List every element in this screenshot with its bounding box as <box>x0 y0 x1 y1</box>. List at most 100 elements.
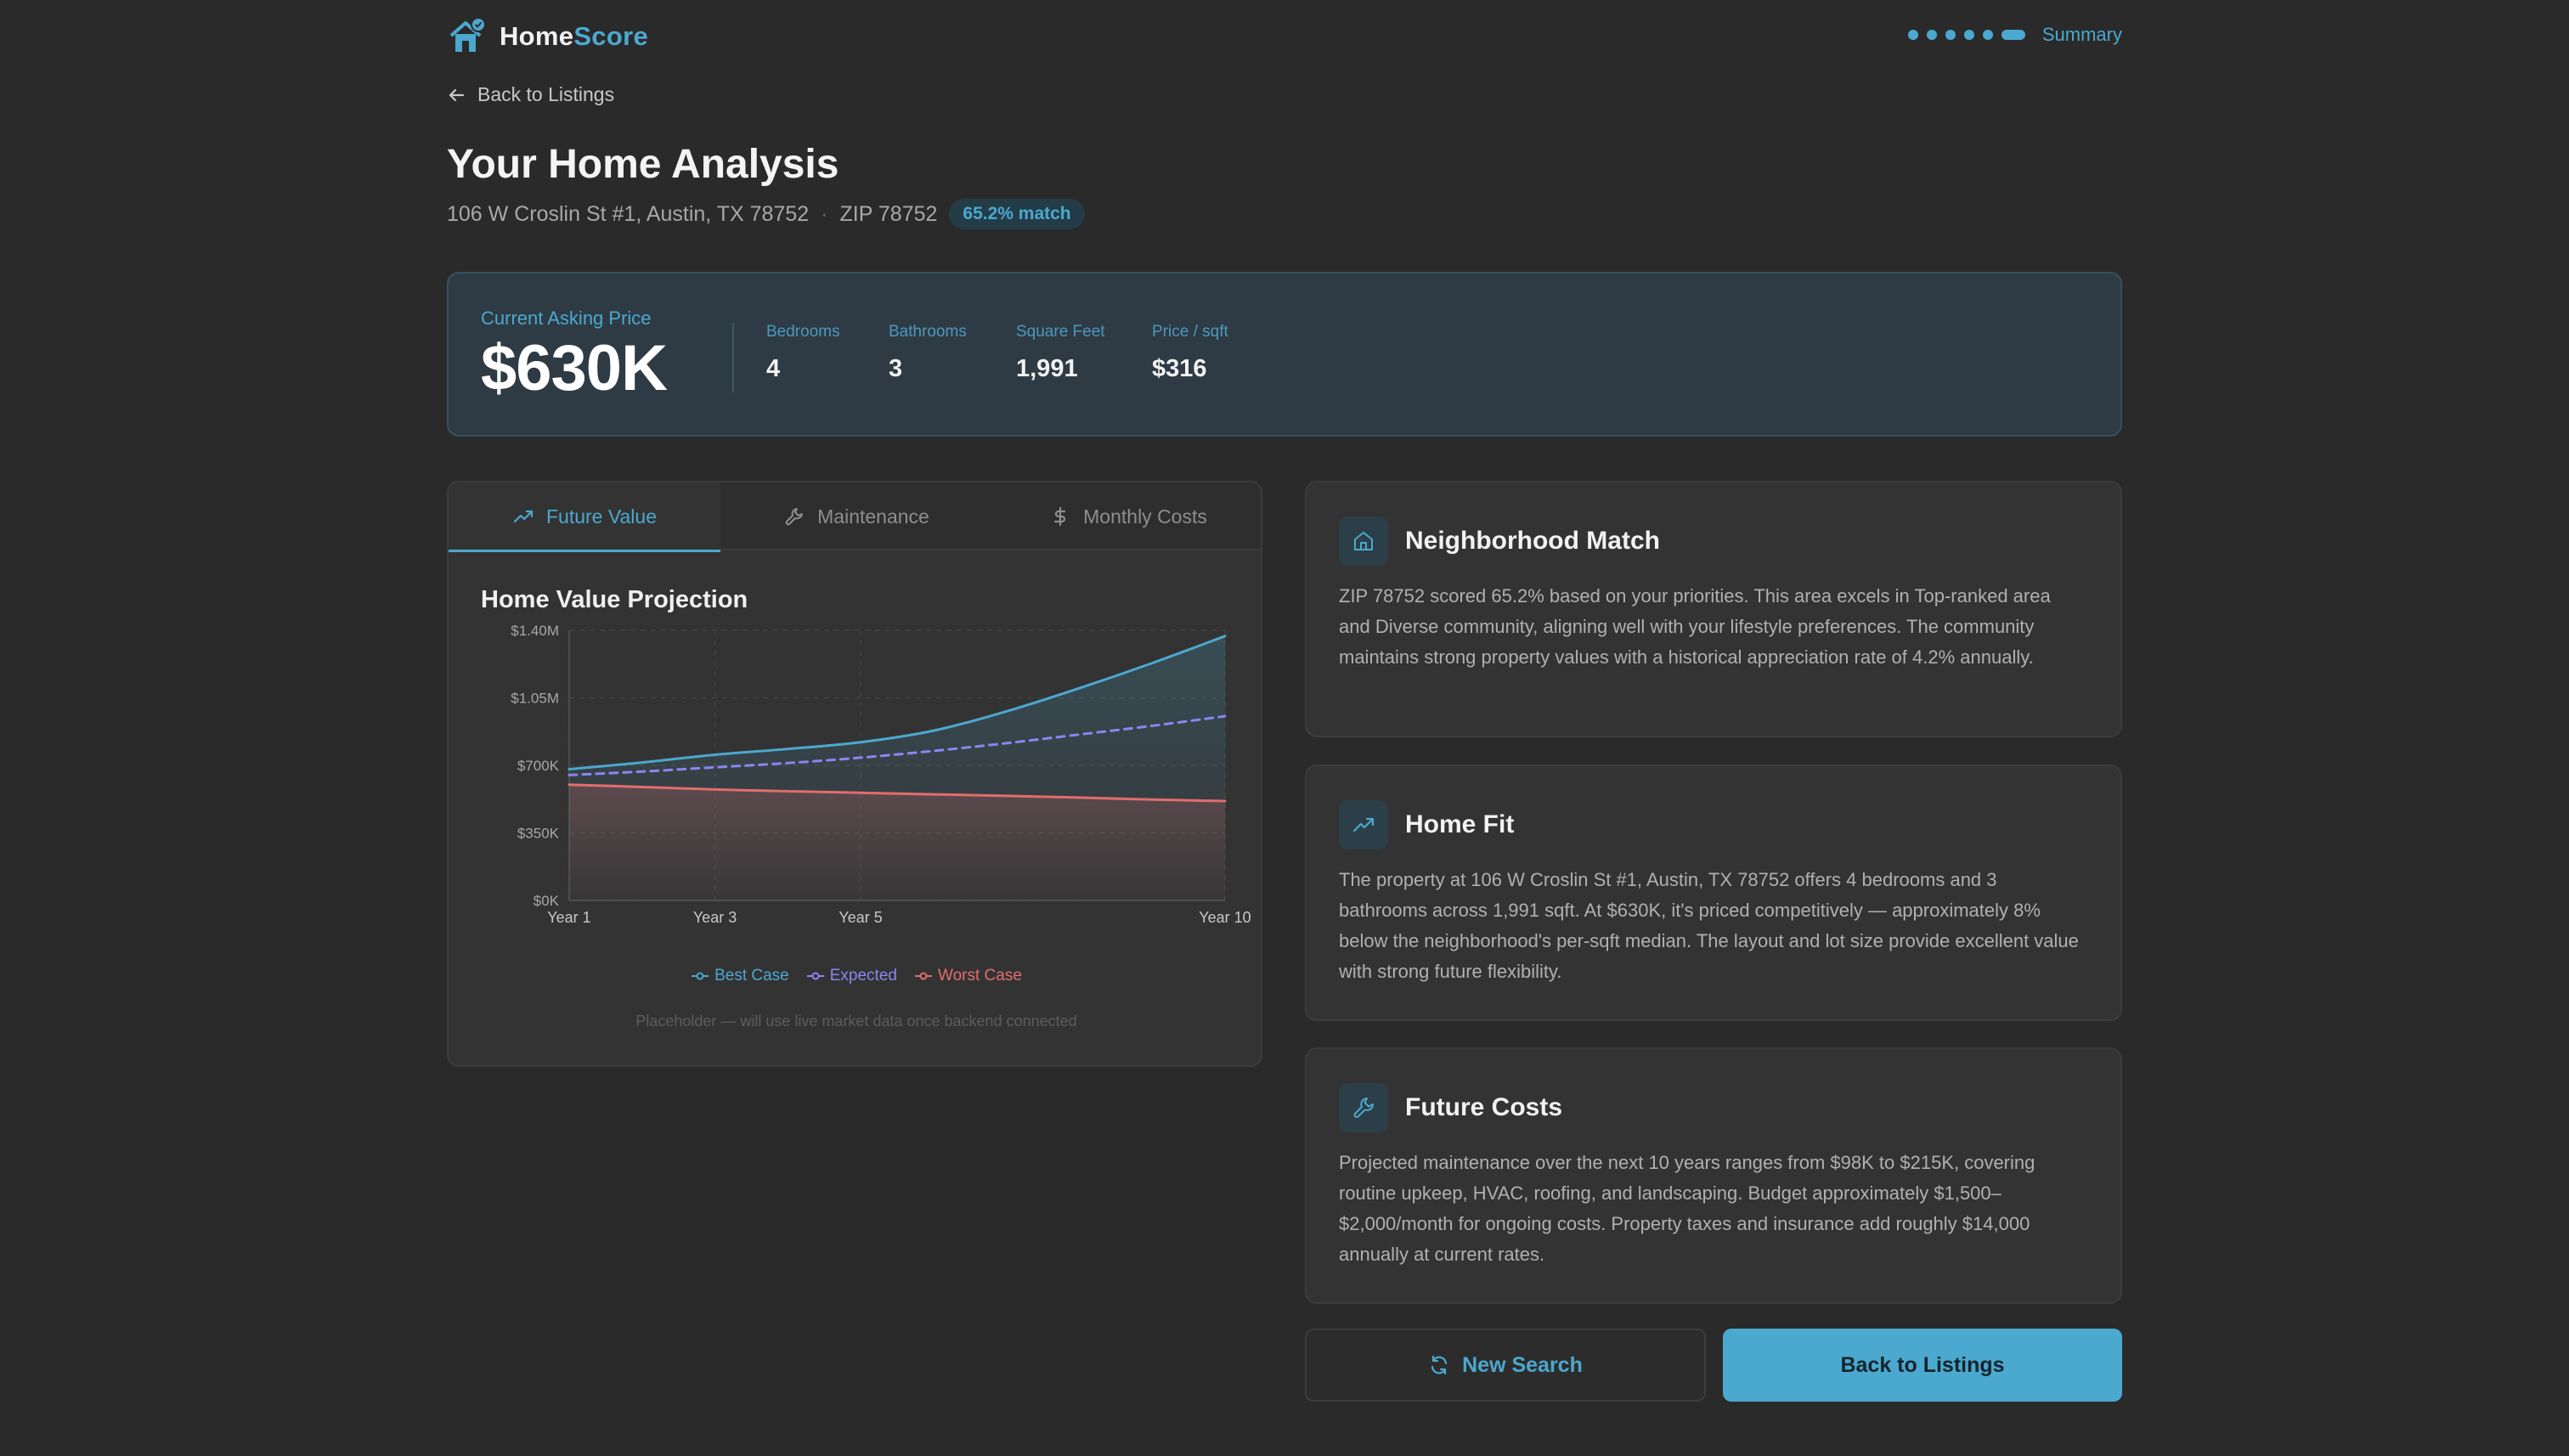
card-body: Projected maintenance over the next 10 y… <box>1339 1152 2035 1265</box>
card-body: ZIP 78752 scored 65.2% based on your pri… <box>1339 585 2051 668</box>
top-bar: HomeScore Summary <box>447 15 2122 59</box>
series-line-expected <box>567 714 1227 776</box>
legend-marker-icon <box>914 972 932 980</box>
card-body: The property at 106 W Croslin St #1, Aus… <box>1339 869 2079 982</box>
refresh-icon <box>1431 1355 1448 1375</box>
stat-value: $316 <box>1152 355 1207 382</box>
stat-label: Bathrooms <box>889 323 967 341</box>
page-title: Your Home Analysis <box>447 142 839 187</box>
projection-panel: Future Value Maintenance Monthly Costs H… <box>447 481 1262 1067</box>
home-value-chart: $0K $350K $700K $1.05M $1.40M Year 1 Year 3 Yea… <box>511 623 1251 926</box>
y-tick-label: $1.40M <box>511 623 559 639</box>
card-title: Neighborhood Match <box>1405 527 1660 555</box>
card-icon-box <box>1339 800 1388 849</box>
address-line: 106 W Croslin St #1, Austin, TX 78752 · … <box>447 199 1085 229</box>
y-tick-label: $350K <box>517 826 560 842</box>
stat-value: 3 <box>889 355 903 382</box>
arrow-left-icon <box>449 88 465 101</box>
brand-logo[interactable]: HomeScore <box>447 15 648 58</box>
divider <box>732 323 734 392</box>
y-tick-label: $1.05M <box>511 691 559 707</box>
house-check-icon <box>449 17 486 52</box>
dollar-icon <box>1054 506 1066 527</box>
stat-label: Price / sqft <box>1152 323 1228 341</box>
card-neighborhood-match: Neighborhood Match ZIP 78752 scored 65.2… <box>1305 481 2122 737</box>
card-future-costs: Future Costs Projected maintenance over … <box>1305 1047 2122 1304</box>
y-tick-label: $700K <box>517 758 560 774</box>
tab-label: Monthly Costs <box>1083 505 1207 528</box>
tab-maintenance[interactable]: Maintenance <box>720 483 992 550</box>
new-search-button[interactable]: New Search <box>1305 1329 1706 1402</box>
property-address: 106 W Croslin St #1, Austin, TX 78752 <box>447 201 810 226</box>
stat-value: 4 <box>766 355 781 382</box>
legend-item-expected[interactable]: Expected <box>806 967 897 985</box>
x-tick-label: Year 3 <box>693 909 737 926</box>
legend-label: Best Case <box>714 967 789 985</box>
progress-dot-active[interactable] <box>2001 30 2025 40</box>
card-header: Home Fit <box>1339 800 1514 849</box>
chart-placeholder-note: Placeholder — will use live market data … <box>635 1013 1077 1030</box>
stat-bedrooms: Bedrooms 4 <box>766 323 840 383</box>
house-icon <box>1354 532 1373 550</box>
match-badge: 65.2% match <box>949 199 1085 229</box>
asking-price-label: Current Asking Price <box>481 308 652 329</box>
progress-dot[interactable] <box>1926 30 1937 40</box>
stat-value: 1,991 <box>1016 355 1078 382</box>
back-to-listings-link[interactable]: Back to Listings <box>447 83 614 106</box>
tab-label: Future Value <box>546 505 657 528</box>
asking-price-block: Current Asking Price $630K <box>481 308 668 405</box>
stat-price-per-sqft: Price / sqft $316 <box>1152 323 1228 383</box>
x-tick-label: Year 5 <box>838 909 882 926</box>
progress-dot[interactable] <box>1907 30 1918 40</box>
legend-marker-icon <box>806 972 824 980</box>
x-tick-label: Year 1 <box>547 909 590 926</box>
legend-item-best-case[interactable]: Best Case <box>691 967 789 985</box>
progress-dot[interactable] <box>1963 30 1974 40</box>
card-title: Home Fit <box>1405 810 1515 838</box>
chart-title: Home Value Projection <box>481 586 748 613</box>
chart-legend: Best Case Expected Worst Case <box>449 967 1261 985</box>
tab-monthly-costs[interactable]: Monthly Costs <box>992 483 1261 550</box>
trending-up-icon <box>513 510 534 523</box>
legend-label: Worst Case <box>937 967 1022 985</box>
back-link-label: Back to Listings <box>477 83 615 105</box>
series-line-best-case <box>567 635 1227 771</box>
zip-code: ZIP 78752 <box>839 201 938 226</box>
asking-price-value: $630K <box>481 332 668 404</box>
button-label: Back to Listings <box>1840 1352 2005 1377</box>
progress-step-label: Summary <box>2041 24 2122 45</box>
y-tick-label: $0K <box>534 893 560 909</box>
wrench-icon <box>1353 1098 1374 1118</box>
stat-label: Bedrooms <box>766 323 840 341</box>
progress-dot[interactable] <box>1982 30 1993 40</box>
stat-square-feet: Square Feet 1,991 <box>1016 323 1105 383</box>
card-icon-box <box>1339 516 1388 566</box>
back-to-listings-button[interactable]: Back to Listings <box>1723 1329 2122 1402</box>
card-home-fit: Home Fit The property at 106 W Croslin S… <box>1305 765 2122 1021</box>
button-label: New Search <box>1462 1352 1583 1377</box>
card-header: Future Costs <box>1339 1083 1562 1132</box>
progress-indicator: Summary <box>1907 24 2122 46</box>
series-line-worst-case <box>567 783 1227 803</box>
trending-up-icon <box>1352 817 1375 832</box>
card-header: Neighborhood Match <box>1339 516 1660 566</box>
stat-bathrooms: Bathrooms 3 <box>889 323 967 383</box>
wrench-icon <box>785 508 804 526</box>
brand-name: HomeScore <box>500 21 648 52</box>
tab-label: Maintenance <box>817 505 929 528</box>
legend-marker-icon <box>692 972 709 980</box>
tab-bar: Future Value Maintenance Monthly Costs <box>449 483 1261 552</box>
card-title: Future Costs <box>1405 1093 1563 1121</box>
separator-dot: · <box>821 201 828 226</box>
tab-future-value[interactable]: Future Value <box>449 483 720 552</box>
legend-item-worst-case[interactable]: Worst Case <box>914 967 1022 985</box>
legend-label: Expected <box>829 967 897 985</box>
brand-name-score: Score <box>573 21 648 51</box>
x-tick-label: Year 10 <box>1199 909 1251 926</box>
card-icon-box <box>1339 1083 1388 1132</box>
stat-label: Square Feet <box>1016 323 1105 341</box>
price-summary-card: Current Asking Price $630K Bedrooms 4 Ba… <box>447 272 2122 437</box>
progress-dot[interactable] <box>1945 30 1956 40</box>
area-worst-case <box>569 784 1225 900</box>
brand-name-home: Home <box>500 21 574 51</box>
